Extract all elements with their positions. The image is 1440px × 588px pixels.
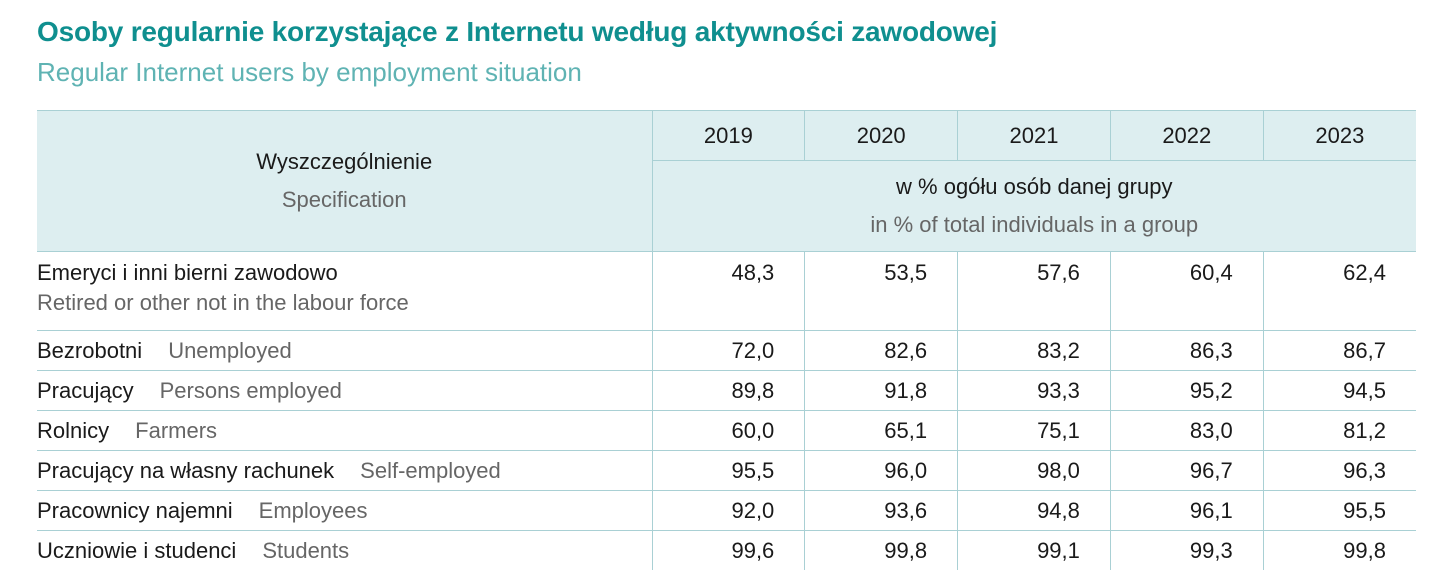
value-cell: 96,1 [1109, 490, 1264, 531]
value-cell: 99,8 [1262, 530, 1416, 570]
value-cell: 60,4 [1109, 251, 1264, 331]
year-header: 2021 [957, 110, 1111, 161]
value-cell: 72,0 [651, 330, 806, 371]
row-label: Emeryci i inni bierni zawodowo Retired o… [37, 251, 653, 331]
table-row: Bezrobotni Unemployed 72,0 82,6 83,2 86,3… [37, 330, 1416, 371]
row-label: Pracujący Persons employed [37, 370, 653, 411]
year-header: 2019 [651, 110, 806, 161]
row-label: Pracownicy najemni Employees [37, 490, 653, 531]
table-row: Pracownicy najemni Employees 92,0 93,6 94… [37, 490, 1416, 531]
row-label-pl: Pracujący [37, 377, 134, 403]
value-cell: 96,0 [804, 450, 959, 491]
value-cell: 53,5 [804, 251, 959, 331]
specification-label-pl: Wyszczególnienie [256, 149, 433, 174]
year-header: 2023 [1262, 110, 1416, 161]
value-cell: 98,0 [957, 450, 1111, 491]
row-label-en: Self-employed [360, 457, 501, 483]
specification-label-en: Specification [281, 187, 407, 212]
table-row: Emeryci i inni bierni zawodowo Retired o… [37, 251, 1416, 331]
value-cell: 96,7 [1109, 450, 1264, 491]
row-label-en: Farmers [135, 417, 218, 443]
value-cell: 93,6 [804, 490, 959, 531]
row-label-pl: Rolnicy [37, 417, 110, 443]
year-header: 2020 [804, 110, 959, 161]
row-label-pl: Emeryci i inni bierni zawodowo [37, 260, 338, 285]
page-title: Osoby regularnie korzystające z Internet… [37, 16, 998, 47]
unit-header: w % ogółu osób danej grupy in % of total… [651, 160, 1416, 252]
row-label-pl: Pracownicy najemni [37, 497, 233, 523]
value-cell: 82,6 [804, 330, 959, 371]
value-cell: 83,0 [1109, 410, 1264, 451]
value-cell: 95,2 [1109, 370, 1264, 411]
table-row: Rolnicy Farmers 60,0 65,1 75,1 83,0 81,2 [37, 410, 1416, 451]
year-header: 2022 [1109, 110, 1264, 161]
row-label-en: Unemployed [168, 337, 292, 363]
value-cell: 99,8 [804, 530, 959, 570]
value-cell: 60,0 [651, 410, 806, 451]
row-label: Pracujący na własny rachunek Self-employe… [37, 450, 653, 491]
value-cell: 99,1 [957, 530, 1111, 570]
row-label: Uczniowie i studenci Students [37, 530, 653, 570]
row-label: Bezrobotni Unemployed [37, 330, 653, 371]
value-cell: 94,5 [1262, 370, 1416, 411]
row-label-en: Students [262, 537, 350, 563]
value-cell: 94,8 [957, 490, 1111, 531]
row-label-en: Persons employed [159, 377, 342, 403]
value-cell: 83,2 [957, 330, 1111, 371]
unit-label-pl: w % ogółu osób danej grupy [896, 174, 1173, 199]
value-cell: 57,6 [957, 251, 1111, 331]
data-table: Wyszczególnienie Specification 2019 2020… [37, 110, 1416, 570]
value-cell: 91,8 [804, 370, 959, 411]
value-cell: 99,6 [651, 530, 806, 570]
value-cell: 93,3 [957, 370, 1111, 411]
page-subtitle: Regular Internet users by employment sit… [37, 57, 582, 87]
value-cell: 96,3 [1262, 450, 1416, 491]
table-row: Pracujący Persons employed 89,8 91,8 93,3… [37, 370, 1416, 411]
value-cell: 92,0 [651, 490, 806, 531]
value-cell: 81,2 [1262, 410, 1416, 451]
value-cell: 65,1 [804, 410, 959, 451]
row-label-pl: Pracujący na własny rachunek [37, 457, 335, 483]
table-row: Pracujący na własny rachunek Self-employe… [37, 450, 1416, 491]
row-label-en: Retired or other not in the labour force [37, 290, 409, 315]
row-label-en: Employees [258, 497, 368, 523]
value-cell: 75,1 [957, 410, 1111, 451]
row-label-pl: Uczniowie i studenci [37, 537, 237, 563]
value-cell: 48,3 [651, 251, 806, 331]
row-label: Rolnicy Farmers [37, 410, 653, 451]
value-cell: 62,4 [1262, 251, 1416, 331]
value-cell: 95,5 [651, 450, 806, 491]
value-cell: 95,5 [1262, 490, 1416, 531]
specification-header: Wyszczególnienie Specification [37, 110, 653, 252]
row-label-pl: Bezrobotni [37, 337, 143, 363]
unit-label-en: in % of total individuals in a group [870, 212, 1199, 237]
value-cell: 86,7 [1262, 330, 1416, 371]
value-cell: 86,3 [1109, 330, 1264, 371]
table-row: Uczniowie i studenci Students 99,6 99,8 9… [37, 530, 1416, 570]
value-cell: 89,8 [651, 370, 806, 411]
value-cell: 99,3 [1109, 530, 1264, 570]
